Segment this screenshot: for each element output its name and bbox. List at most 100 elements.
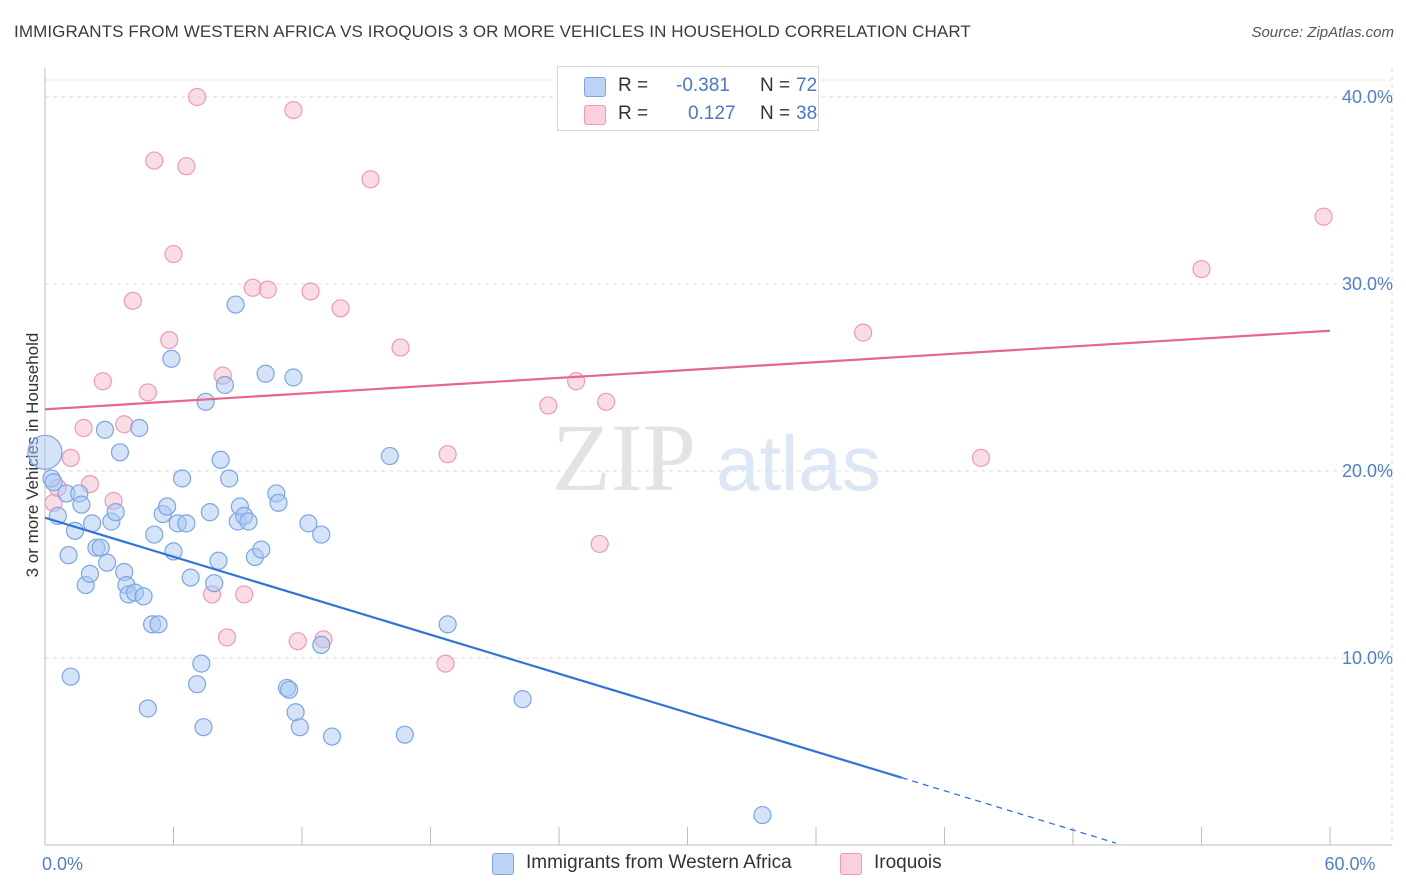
iroquois-point [164,244,183,264]
iroquois-point [61,448,80,468]
western-africa-point [80,564,100,583]
blue-swatch-icon [492,853,514,875]
iroquois-point [391,338,410,357]
western-africa-point [312,525,331,544]
x-tick-labels: 0.0% 60.0% [42,854,1376,874]
western-africa-point [98,553,117,572]
western-africa-point [211,450,230,469]
legend-r-label: R = [618,75,649,96]
iroquois-point [243,278,262,297]
iroquois-point [590,534,609,554]
iroquois-point [235,585,254,604]
western-africa-point [194,718,213,737]
western-africa-point [145,525,164,544]
western-africa-point [61,667,80,686]
western-africa-point [27,434,63,470]
y-tick-label: 40.0% [1342,87,1393,107]
iroquois-point [1192,259,1211,279]
western-africa-point [138,699,157,718]
iroquois-point [187,87,207,107]
western-africa-trend-line-extension [901,777,1117,844]
source-credit: Source: ZipAtlas.com [1251,24,1394,41]
western-africa-point [162,349,181,368]
iroquois-point [971,448,991,468]
legend-n-label: N = [760,103,791,124]
iroquois-point [301,282,320,301]
western-africa-point [200,503,220,522]
western-africa-point [91,538,110,557]
iroquois-point [93,372,112,391]
bottom-legend-label: Iroquois [874,852,942,873]
iroquois-point [258,280,277,299]
western-africa-point [134,587,153,606]
legend-r-label: R = [618,103,649,124]
western-africa-point [286,703,305,722]
y-tick-label: 20.0% [1342,461,1393,481]
western-africa-point [322,727,342,746]
iroquois-point [288,632,307,651]
trend-lines [44,329,1331,844]
western-africa-point [215,375,234,395]
iroquois-point [361,170,380,189]
western-africa-point [72,495,91,514]
iroquois-point [436,654,455,673]
western-africa-point [130,418,149,438]
pink-swatch-icon [840,853,862,875]
western-africa-point [513,690,532,709]
western-africa-point [380,446,399,466]
iroquois-point [123,291,142,310]
western-africa-point [196,392,215,411]
iroquois-point [438,445,457,464]
pink-swatch-icon [584,105,606,125]
iroquois-point [331,299,350,318]
y-tick-label: 10.0% [1342,648,1393,668]
western-africa-point [59,546,78,565]
iroquois-point [145,151,164,170]
iroquois-point [597,392,616,411]
iroquois-point [217,628,237,647]
western-africa-point [312,635,331,655]
western-africa-point [269,493,288,512]
iroquois-point [160,331,179,350]
western-africa-point [205,574,224,593]
iroquois-point [177,157,196,176]
iroquois-points [44,87,1333,673]
legend-r-value: -0.381 [676,75,730,96]
western-africa-points [27,295,772,825]
western-africa-point [209,551,228,570]
iroquois-point [74,418,93,438]
western-africa-point [299,514,318,533]
western-africa-point [106,503,125,522]
blue-swatch-icon [584,77,606,97]
watermark-zip: ZIP [552,404,696,511]
x-tick-label: 60.0% [1324,854,1375,874]
western-africa-point [157,497,177,516]
western-africa-point [95,420,115,439]
iroquois-trend-line [44,329,1331,411]
legend-n-value: 38 [796,103,818,124]
iroquois-point [284,100,303,120]
y-tick-label: 30.0% [1342,274,1393,294]
watermark: ZIP atlas [552,404,881,511]
western-africa-point [280,680,299,699]
bottom-legend-label: Immigrants from Western Africa [526,852,792,873]
western-africa-point [44,473,63,492]
western-africa-point [187,675,207,694]
chart-title: IMMIGRANTS FROM WESTERN AFRICA VS IROQUO… [14,22,971,41]
iroquois-point [539,396,558,415]
western-africa-point [220,469,239,488]
iroquois-point [115,415,134,434]
western-africa-point [252,540,271,559]
western-africa-point [177,514,196,533]
western-africa-point [226,295,245,314]
watermark-atlas: atlas [716,419,881,507]
iroquois-point [1314,207,1333,226]
western-africa-point [172,469,192,488]
western-africa-point [256,364,275,383]
legend-n-value: 72 [796,75,818,96]
iroquois-point [567,372,586,391]
western-africa-point [239,512,258,531]
iroquois-point [854,323,873,342]
stats-legend: R = -0.381 N = 72 R = 0.127 N = 38 [557,66,819,131]
